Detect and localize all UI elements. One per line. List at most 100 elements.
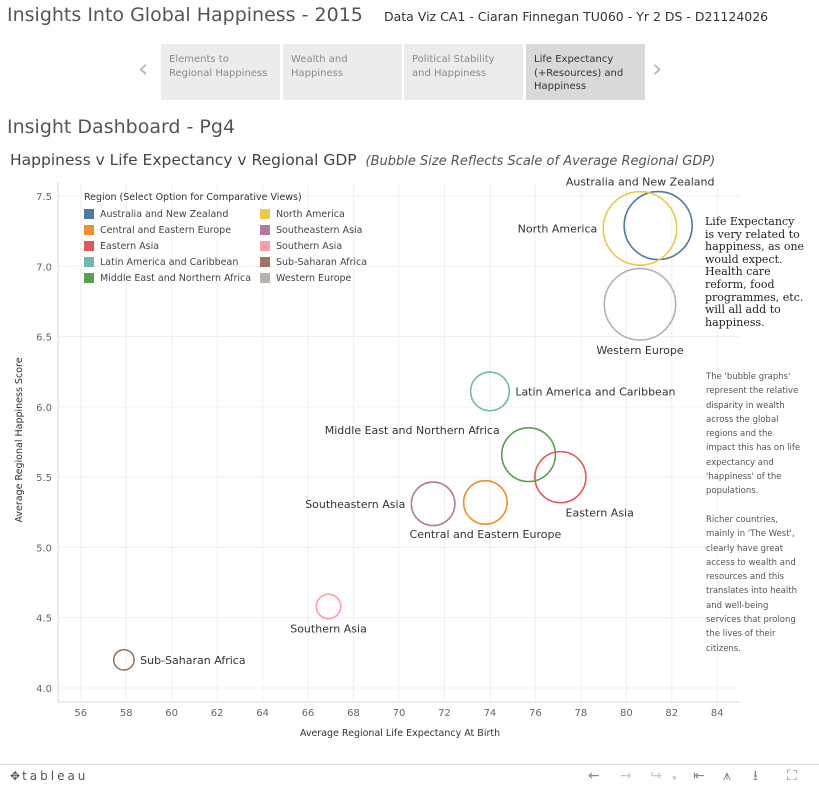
- x-tick-label: 72: [438, 708, 451, 719]
- legend-item[interactable]: Southeastern Asia: [260, 223, 380, 237]
- tableau-toolbar: ✥ tableau ← → ↪ ▾ ⇤ ⩚ ⭳ ⛶: [0, 764, 819, 789]
- bubble-label: Sub-Saharan Africa: [140, 654, 245, 667]
- legend-title: Region (Select Option for Comparative Vi…: [84, 192, 302, 203]
- bubble-label: Latin America and Caribbean: [515, 385, 675, 398]
- chevron-left-icon[interactable]: ‹: [138, 54, 149, 84]
- download-icon[interactable]: ⭳: [753, 768, 758, 784]
- tableau-plus-icon: ✥: [10, 769, 21, 783]
- y-tick-label: 6.5: [36, 333, 52, 344]
- bubble-latin-america-and-caribbean[interactable]: [469, 371, 511, 412]
- reset-icon[interactable]: ⇤: [693, 768, 705, 784]
- bubble-sub-saharan-africa[interactable]: [112, 648, 135, 671]
- bubble-southern-asia[interactable]: [315, 593, 342, 620]
- y-axis-ticks: 4.0 4.5 5.0 5.5 6.0 6.5 7.0 7.5: [36, 192, 52, 695]
- bubble-central-and-eastern-europe[interactable]: [462, 479, 508, 525]
- bubble-eastern-asia[interactable]: [534, 450, 587, 504]
- legend-item[interactable]: Eastern Asia: [84, 239, 260, 253]
- tableau-wordmark: tableau: [22, 769, 89, 783]
- legend-item[interactable]: Southern Asia: [260, 239, 380, 253]
- legend-label: Australia and New Zealand: [100, 208, 229, 220]
- x-tick-label: 70: [393, 708, 406, 719]
- fullscreen-icon[interactable]: ⛶: [787, 768, 797, 784]
- legend-swatch: [260, 209, 270, 219]
- share-icon[interactable]: ⩚: [723, 768, 731, 784]
- legend-swatch: [84, 209, 94, 219]
- bubble-label: Central and Eastern Europe: [410, 528, 562, 541]
- legend-item[interactable]: Western Europe: [260, 271, 380, 285]
- legend-swatch: [84, 257, 94, 267]
- bubble-label: Eastern Asia: [566, 507, 634, 520]
- bubble-middle-east-and-northern-africa[interactable]: [500, 426, 557, 483]
- x-tick-label: 84: [711, 708, 724, 719]
- legend-item[interactable]: Central and Eastern Europe: [84, 223, 260, 237]
- tab-elements-to-regional-happiness[interactable]: Elements to Regional Happiness: [161, 44, 280, 100]
- undo-icon[interactable]: ←: [588, 768, 600, 784]
- legend-label: Central and Eastern Europe: [100, 224, 232, 236]
- legend-swatch: [84, 241, 94, 251]
- annotation-life-expectancy: Life Expectancy is very related to happi…: [705, 215, 805, 329]
- legend-item[interactable]: North America: [260, 207, 380, 221]
- bubble-australia-and-new-zealand[interactable]: [623, 190, 693, 261]
- bubble-north-america[interactable]: [602, 190, 678, 266]
- tableau-logo[interactable]: ✥ tableau: [10, 769, 88, 783]
- x-axis-title: Average Regional Life Expectancy At Birt…: [300, 728, 500, 739]
- tab-wealth-and-happiness[interactable]: Wealth and Happiness: [283, 44, 402, 100]
- tab-political-stability-and-happiness[interactable]: Political Stability and Happiness: [404, 44, 523, 100]
- y-tick-label: 5.5: [36, 473, 52, 484]
- chart-title-text: Happiness v Life Expectancy v Regional G…: [10, 151, 357, 169]
- x-tick-label: 66: [302, 708, 315, 719]
- x-tick-label: 76: [529, 708, 542, 719]
- region-legend: Region (Select Option for Comparative Vi…: [84, 192, 384, 285]
- legend-item[interactable]: Middle East and Northern Africa: [84, 271, 260, 285]
- bubble-marks: [112, 190, 693, 671]
- legend-item[interactable]: Australia and New Zealand: [84, 207, 260, 221]
- bubble-western-europe[interactable]: [603, 267, 677, 341]
- bubble-label: Southern Asia: [290, 623, 367, 636]
- revert-icon[interactable]: ↪: [650, 768, 662, 784]
- legend-items: Australia and New Zealand North America Ce…: [84, 207, 384, 285]
- legend-swatch: [260, 273, 270, 283]
- tab-life-expectancy-and-happiness[interactable]: Life Expectancy (+Resources) and Happine…: [526, 44, 645, 100]
- bubble-label: Middle East and Northern Africa: [325, 424, 500, 437]
- legend-label: North America: [276, 208, 345, 220]
- x-tick-label: 68: [347, 708, 360, 719]
- title-bar: Insights Into Global Happiness - 2015 Da…: [7, 4, 768, 30]
- legend-swatch: [260, 241, 270, 251]
- legend-label: Middle East and Northern Africa: [100, 272, 252, 284]
- legend-label: Southeastern Asia: [276, 224, 363, 236]
- x-tick-label: 64: [256, 708, 269, 719]
- x-tick-label: 56: [74, 708, 87, 719]
- x-tick-label: 74: [484, 708, 497, 719]
- chevron-right-icon[interactable]: ›: [652, 54, 663, 84]
- y-axis-title: Average Regional Happiness Score: [14, 357, 25, 522]
- legend-label: Southern Asia: [276, 240, 343, 252]
- x-tick-label: 82: [665, 708, 678, 719]
- legend-swatch: [84, 273, 94, 283]
- redo-icon[interactable]: →: [620, 768, 632, 784]
- legend-swatch: [260, 225, 270, 235]
- legend-label: Western Europe: [276, 272, 352, 284]
- bubble-label: Southeastern Asia: [305, 498, 405, 511]
- bubble-label: Western Europe: [596, 344, 684, 357]
- legend-item[interactable]: Latin America and Caribbean: [84, 255, 260, 269]
- x-axis-ticks: 56 58 60 62 64 66 68 70 72 74 76 78 80 82 84: [74, 708, 723, 719]
- bubble-labels: Australia and New Zealand North America We…: [140, 176, 714, 667]
- bubble-southeastern-asia[interactable]: [410, 481, 456, 527]
- y-tick-label: 7.0: [36, 262, 52, 273]
- annotation-richer-countries: Richer countries, mainly in 'The West', …: [706, 515, 798, 654]
- page-title: Insight Dashboard - Pg4: [7, 116, 236, 138]
- legend-label: Latin America and Caribbean: [100, 256, 239, 268]
- bubble-label: Australia and New Zealand: [566, 176, 715, 189]
- x-tick-label: 78: [574, 708, 587, 719]
- legend-item[interactable]: Sub-Saharan Africa: [260, 255, 380, 269]
- x-tick-label: 80: [620, 708, 633, 719]
- dashboard-main-title: Insights Into Global Happiness - 2015: [7, 4, 363, 26]
- chart-title-note: (Bubble Size Reflects Scale of Average R…: [365, 154, 716, 169]
- y-tick-label: 5.0: [36, 543, 52, 554]
- dropdown-icon[interactable]: ▾: [672, 774, 677, 784]
- chart-title: Happiness v Life Expectancy v Regional G…: [10, 151, 715, 169]
- annotation-bubble-graphs: The 'bubble graphs' represent the relati…: [706, 372, 801, 497]
- x-tick-label: 62: [211, 708, 224, 719]
- bubble-label: North America: [518, 222, 598, 235]
- dashboard-subtitle: Data Viz CA1 - Ciaran Finnegan TU060 - Y…: [383, 9, 769, 24]
